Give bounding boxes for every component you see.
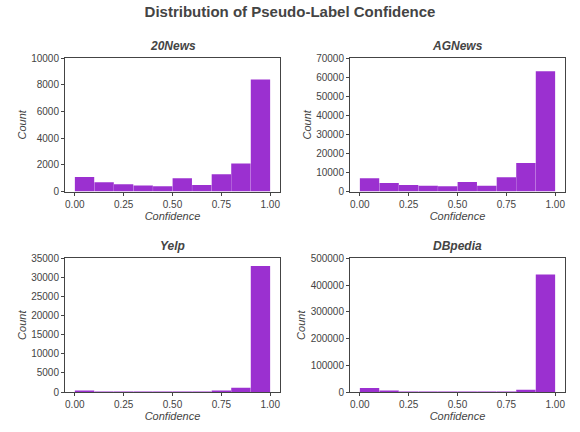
- svg-text:100000: 100000: [311, 360, 345, 371]
- svg-text:20News: 20News: [150, 39, 196, 53]
- svg-text:1.00: 1.00: [260, 199, 280, 210]
- svg-text:1.00: 1.00: [545, 199, 565, 210]
- svg-text:500000: 500000: [311, 253, 345, 264]
- svg-text:40000: 40000: [316, 110, 344, 121]
- svg-text:0: 0: [53, 387, 59, 398]
- svg-text:0.75: 0.75: [212, 399, 232, 410]
- svg-text:0.00: 0.00: [350, 399, 370, 410]
- svg-text:4000: 4000: [37, 133, 60, 144]
- svg-text:35000: 35000: [31, 253, 59, 264]
- svg-text:8000: 8000: [37, 79, 60, 90]
- svg-text:30000: 30000: [31, 272, 59, 283]
- svg-text:0: 0: [338, 387, 344, 398]
- svg-text:Distribution of Pseudo-Label C: Distribution of Pseudo-Label Confidence: [145, 3, 436, 20]
- svg-text:2000: 2000: [37, 159, 60, 170]
- svg-text:70000: 70000: [316, 53, 344, 64]
- svg-text:300000: 300000: [311, 306, 345, 317]
- svg-text:0: 0: [53, 186, 59, 197]
- svg-text:0.50: 0.50: [163, 199, 183, 210]
- svg-text:1.00: 1.00: [545, 399, 565, 410]
- svg-text:6000: 6000: [37, 106, 60, 117]
- svg-text:0.50: 0.50: [448, 399, 468, 410]
- svg-text:AGNews: AGNews: [432, 39, 483, 53]
- svg-text:15000: 15000: [31, 329, 59, 340]
- svg-text:0.25: 0.25: [399, 199, 419, 210]
- svg-text:Confidence: Confidence: [145, 410, 201, 422]
- svg-text:10000: 10000: [31, 348, 59, 359]
- svg-text:20000: 20000: [316, 148, 344, 159]
- svg-text:Confidence: Confidence: [145, 210, 201, 222]
- svg-text:60000: 60000: [316, 72, 344, 83]
- svg-text:1.00: 1.00: [260, 399, 280, 410]
- svg-text:10000: 10000: [316, 167, 344, 178]
- svg-text:20000: 20000: [31, 310, 59, 321]
- svg-text:Confidence: Confidence: [430, 410, 486, 422]
- svg-text:0.50: 0.50: [448, 199, 468, 210]
- svg-text:10000: 10000: [31, 53, 59, 64]
- svg-text:30000: 30000: [316, 129, 344, 140]
- svg-text:0.75: 0.75: [497, 399, 517, 410]
- svg-text:0.00: 0.00: [65, 399, 85, 410]
- svg-text:0.25: 0.25: [399, 399, 419, 410]
- svg-text:Count: Count: [295, 310, 307, 340]
- svg-text:0.75: 0.75: [212, 199, 232, 210]
- svg-text:Count: Count: [16, 310, 28, 340]
- svg-text:0.50: 0.50: [163, 399, 183, 410]
- svg-text:400000: 400000: [311, 280, 345, 291]
- svg-text:Confidence: Confidence: [430, 210, 486, 222]
- svg-text:0.75: 0.75: [497, 199, 517, 210]
- svg-text:Yelp: Yelp: [160, 239, 185, 253]
- svg-text:Count: Count: [301, 109, 313, 139]
- svg-text:0.00: 0.00: [65, 199, 85, 210]
- svg-text:0.00: 0.00: [350, 199, 370, 210]
- svg-text:50000: 50000: [316, 91, 344, 102]
- svg-text:0.25: 0.25: [114, 199, 134, 210]
- svg-text:0: 0: [338, 186, 344, 197]
- svg-text:200000: 200000: [311, 333, 345, 344]
- svg-text:25000: 25000: [31, 291, 59, 302]
- svg-text:DBpedia: DBpedia: [433, 239, 482, 253]
- svg-text:0.25: 0.25: [114, 399, 134, 410]
- svg-text:Count: Count: [16, 109, 28, 139]
- svg-text:5000: 5000: [37, 367, 60, 378]
